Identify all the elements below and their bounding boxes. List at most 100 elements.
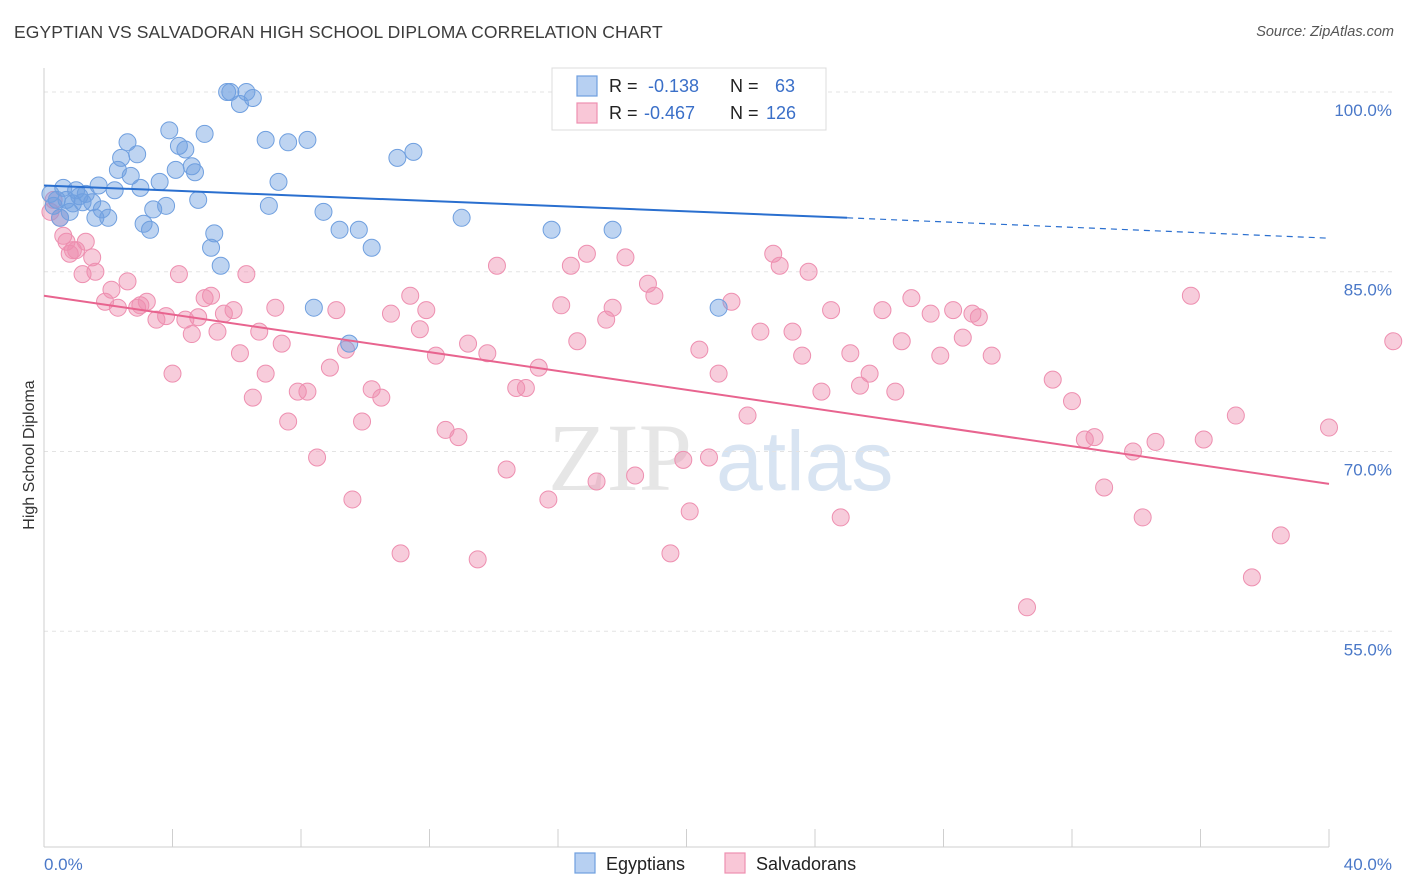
salvadorans-point-52 — [410, 320, 429, 339]
salvadorans-point-24 — [182, 325, 201, 344]
salvadorans-point-70 — [587, 472, 606, 491]
salvadorans-point-18 — [137, 292, 156, 311]
egyptians-point-16 — [99, 208, 118, 227]
salvadorans-point-54 — [426, 346, 445, 365]
egyptians-point-21 — [121, 166, 140, 185]
egyptians-point-36 — [195, 124, 214, 143]
egyptians-point-33 — [182, 157, 201, 176]
watermark-atlas: atlas — [716, 414, 893, 508]
legend-n-label-1: N = — [730, 76, 759, 96]
salvadorans-point-58 — [468, 550, 487, 569]
salvadorans-point-115 — [1133, 508, 1152, 527]
salvadorans-point-32 — [237, 265, 256, 284]
salvadorans-point-97 — [873, 301, 892, 320]
egyptians-point-32 — [176, 140, 195, 159]
salvadorans-point-119 — [1226, 406, 1245, 425]
salvadorans-point-46 — [353, 412, 372, 431]
egyptians-point-34 — [185, 163, 204, 182]
salvadorans-point-44 — [336, 340, 355, 359]
egyptians-trend-line — [43, 184, 848, 219]
salvadorans-point-102 — [931, 346, 950, 365]
gridlines — [44, 91, 1392, 632]
egyptians-point-29 — [160, 121, 179, 140]
salvadorans-point-87 — [770, 256, 789, 275]
salvadorans-point-108 — [1018, 598, 1037, 617]
salvadorans-point-122 — [1320, 418, 1338, 437]
salvadorans-point-73 — [616, 248, 635, 267]
salvadorans-point-88 — [783, 322, 802, 341]
salvadorans-point-43 — [327, 301, 346, 320]
y-tick-label-3: 55.0% — [1344, 640, 1392, 659]
salvadorans-point-61 — [497, 460, 516, 479]
y-tick-label-1: 85.0% — [1344, 281, 1392, 300]
salvadorans-point-9 — [76, 232, 95, 251]
egyptians-point-53 — [340, 334, 359, 353]
salvadorans-point-62 — [507, 378, 526, 397]
egyptians-point-3 — [51, 208, 70, 227]
source-label: Source: ZipAtlas.com — [1256, 24, 1394, 40]
egyptians-point-25 — [141, 220, 160, 239]
salvadorans-point-45 — [343, 490, 362, 509]
salvadorans-point-114 — [1124, 442, 1143, 461]
egyptians-point-58 — [452, 208, 471, 227]
salvadorans-point-85 — [751, 322, 770, 341]
salvadorans-point-91 — [812, 382, 831, 401]
egyptians-point-39 — [211, 256, 230, 275]
salvadorans-point-51 — [401, 286, 420, 305]
egyptians-point-17 — [105, 181, 124, 200]
series-legend: Egyptians Salvadorans — [574, 852, 856, 874]
salvadorans-point-109 — [1043, 370, 1062, 389]
salvadorans-point-95 — [850, 376, 869, 395]
salvadorans-point-59 — [478, 344, 497, 363]
stats-legend-box — [551, 67, 827, 131]
salvadorans-point-90 — [799, 262, 818, 281]
egyptians-point-22 — [128, 145, 147, 164]
x-tick-labels: 0.0% 40.0% — [44, 855, 1392, 874]
salvadorans-point-10 — [83, 248, 102, 267]
egyptians-point-54 — [349, 220, 368, 239]
salvadorans-point-103 — [944, 301, 963, 320]
egyptians-point-55 — [362, 238, 381, 257]
salvadorans-point-107 — [982, 346, 1001, 365]
egyptians-point-35 — [189, 190, 208, 209]
bottom-legend-salvadorans: Salvadorans — [756, 854, 856, 874]
salvadorans-point-104 — [953, 328, 972, 347]
salvadorans-point-42 — [320, 358, 339, 377]
salvadorans-point-66 — [552, 296, 571, 315]
salvadorans-point-33 — [243, 388, 262, 407]
salvadorans-point-81 — [699, 448, 718, 467]
salvadorans-point-68 — [568, 332, 587, 351]
salvadorans-point-36 — [266, 298, 285, 317]
salvadorans-point-69 — [577, 244, 596, 263]
egyptians-point-60 — [603, 220, 622, 239]
egyptians-point-41 — [221, 82, 240, 101]
salvadorans-point-49 — [381, 304, 400, 323]
salvadorans-point-57 — [459, 334, 478, 353]
salvadorans-point-84 — [738, 406, 757, 425]
salvadorans-swatch — [576, 102, 598, 124]
x-tick-label-0: 0.0% — [44, 855, 83, 874]
salvadorans-point-116 — [1146, 432, 1165, 451]
bottom-swatch-egyptians — [574, 852, 596, 874]
salvadorans-point-63 — [516, 378, 535, 397]
salvadorans-point-3 — [54, 226, 73, 245]
salvadorans-point-39 — [288, 382, 307, 401]
salvadorans-point-15 — [118, 272, 137, 291]
salvadorans-point-22 — [169, 265, 188, 284]
salvadorans-point-74 — [626, 466, 645, 485]
salvadorans-point-37 — [272, 334, 291, 353]
salvadorans-point-31 — [230, 344, 249, 363]
salvadorans-point-76 — [645, 286, 664, 305]
egyptians-point-56 — [388, 148, 407, 167]
salvadorans-point-80 — [690, 340, 709, 359]
salvadorans-point-112 — [1085, 428, 1104, 447]
egyptians-point-23 — [131, 178, 150, 197]
salvadorans-point-30 — [224, 301, 243, 320]
egyptians-point-28 — [157, 196, 176, 215]
legend-r-label-1: R = — [609, 76, 638, 96]
y-tick-label-0: 100.0% — [1334, 101, 1392, 120]
legend-n-label-2: N = — [730, 103, 759, 123]
legend-r-value-1: -0.138 — [648, 76, 699, 96]
legend-r-label-2: R = — [609, 103, 638, 123]
